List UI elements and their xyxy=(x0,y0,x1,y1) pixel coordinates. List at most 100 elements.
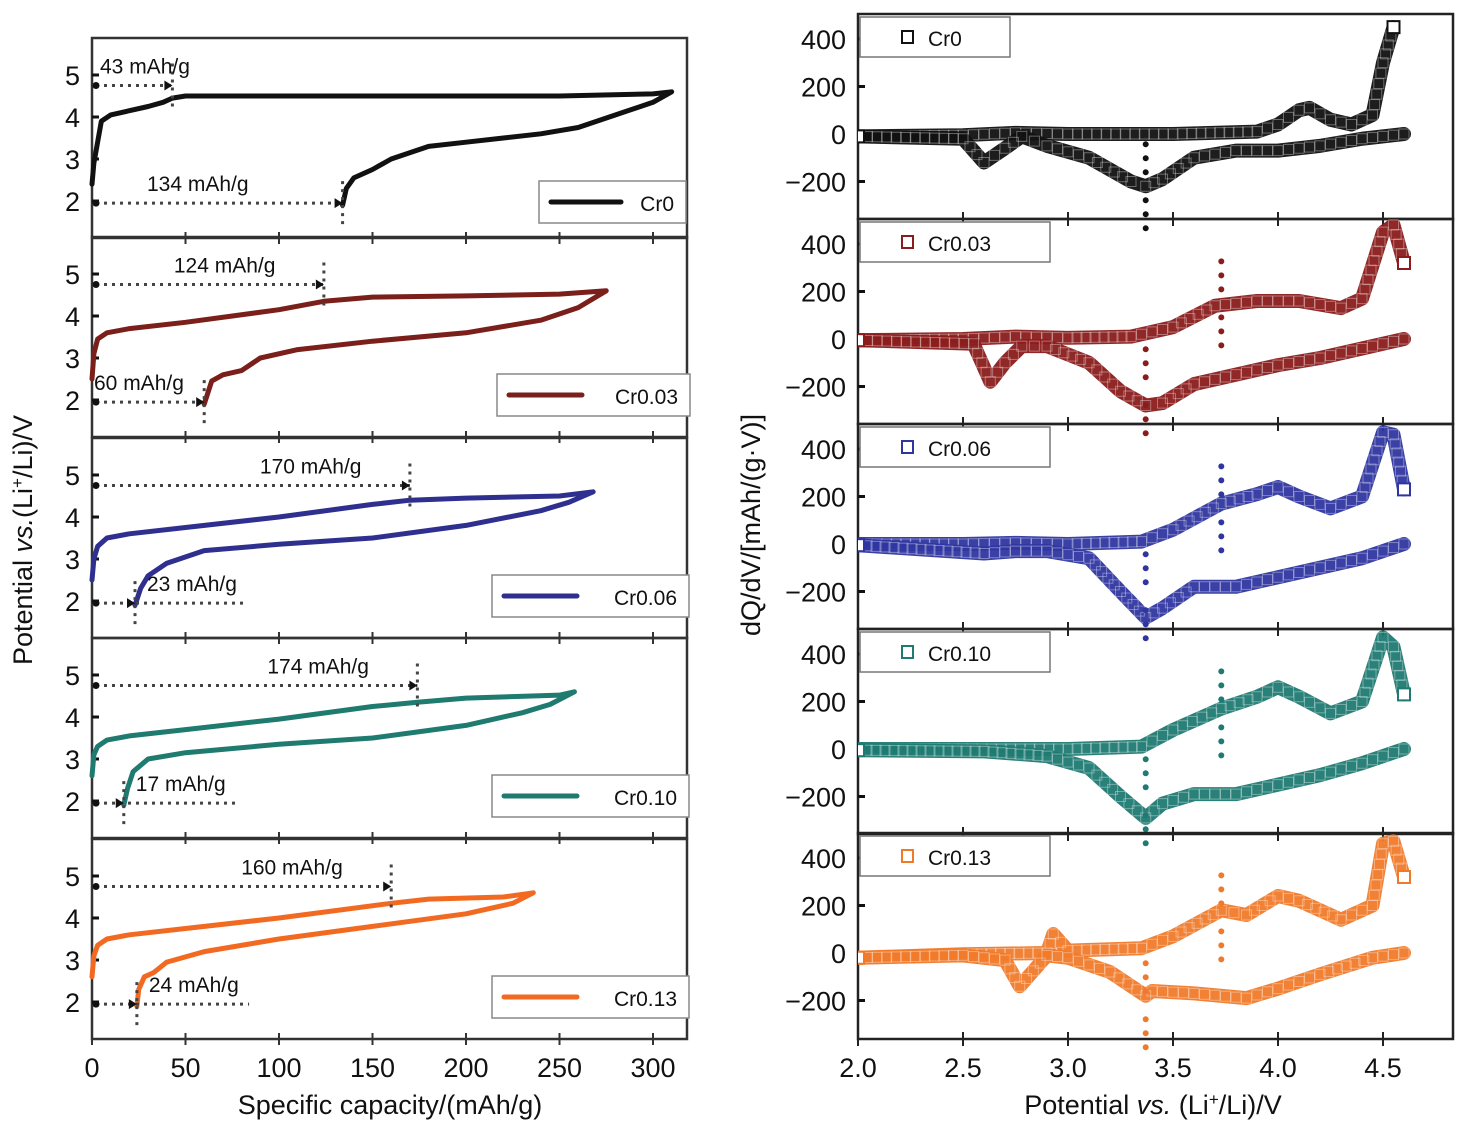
data-point-marker xyxy=(1107,331,1119,343)
data-point-marker xyxy=(1332,963,1343,975)
data-point-marker xyxy=(1388,949,1399,961)
dqdv-panel-cr003: 400 200 0 −200 Cr0.03 xyxy=(785,217,1455,437)
data-point-marker xyxy=(969,745,981,757)
peak-marker-dot xyxy=(1142,141,1149,148)
data-point-marker xyxy=(1304,494,1315,506)
y-tick-label: 2 xyxy=(65,386,80,416)
peak-marker-dot xyxy=(1218,286,1225,293)
data-point-marker xyxy=(1167,524,1179,536)
data-point-marker xyxy=(1052,128,1063,140)
data-point-marker xyxy=(1121,592,1133,604)
data-point-marker xyxy=(1157,798,1168,810)
y-tick-label: −200 xyxy=(785,783,846,813)
data-point-marker xyxy=(1062,332,1074,344)
data-point-marker xyxy=(1392,660,1404,672)
data-point-marker xyxy=(1393,238,1405,250)
data-point-marker xyxy=(1251,691,1263,703)
data-point-marker xyxy=(1262,145,1273,157)
annotation-label: 60 mAh/g xyxy=(94,372,184,395)
data-point-marker xyxy=(1016,130,1028,142)
legend-label: Cr0.13 xyxy=(928,847,991,870)
peak-marker-dot xyxy=(1218,314,1225,321)
data-point-marker xyxy=(1220,371,1231,383)
data-point-marker xyxy=(1373,78,1385,90)
data-point-marker xyxy=(978,128,990,140)
legend-square-marker xyxy=(901,440,914,454)
data-point-marker xyxy=(1241,145,1252,157)
data-point-marker xyxy=(915,543,927,555)
annotation-arrow-head xyxy=(409,680,418,691)
data-point-marker xyxy=(1209,581,1221,593)
data-point-marker xyxy=(1010,545,1021,557)
data-point-marker xyxy=(1283,357,1294,369)
annotation-arrow-head xyxy=(127,598,136,609)
data-point-marker xyxy=(1388,747,1399,759)
data-point-marker xyxy=(951,546,963,558)
data-point-marker xyxy=(1075,353,1087,365)
data-point-marker xyxy=(1301,899,1313,911)
data-point-marker xyxy=(1220,299,1231,311)
data-point-marker xyxy=(1180,383,1192,395)
data-point-marker xyxy=(1283,776,1294,788)
peak-marker-dot xyxy=(1142,430,1149,437)
data-point-marker xyxy=(1062,128,1074,140)
data-point-marker xyxy=(1388,129,1399,141)
data-point-marker xyxy=(933,745,945,757)
data-point-marker xyxy=(942,545,954,557)
data-point-marker xyxy=(1115,791,1126,802)
peak-marker-dot xyxy=(1218,942,1225,949)
data-point-marker xyxy=(1140,180,1152,192)
data-point-marker xyxy=(1041,545,1053,557)
data-point-marker xyxy=(1395,465,1406,477)
data-point-marker xyxy=(1374,858,1385,870)
data-point-marker xyxy=(1233,697,1245,709)
data-point-marker xyxy=(1091,769,1103,781)
data-point-marker xyxy=(1367,754,1378,766)
data-point-marker xyxy=(1389,438,1401,450)
data-point-marker xyxy=(1041,140,1053,152)
data-point-marker xyxy=(1127,599,1139,611)
data-point-marker xyxy=(1388,335,1399,347)
data-point-marker xyxy=(1325,502,1336,514)
data-point-marker xyxy=(1122,978,1134,990)
data-point-marker xyxy=(1346,494,1357,506)
data-point-marker xyxy=(1359,686,1371,698)
annotation-arrow-tail xyxy=(92,199,100,207)
data-point-marker xyxy=(1138,128,1150,140)
y-tick-label: 4 xyxy=(65,703,80,733)
data-point-marker xyxy=(900,951,912,963)
data-point-marker xyxy=(1113,972,1125,984)
data-point-marker xyxy=(1335,763,1347,775)
data-point-marker xyxy=(1367,109,1378,121)
data-point-marker xyxy=(1377,57,1389,69)
data-point-marker xyxy=(1209,148,1221,160)
data-point-marker xyxy=(1081,128,1093,140)
peak-marker-dot xyxy=(1142,211,1149,218)
data-point-marker xyxy=(1262,574,1273,586)
data-point-marker xyxy=(1108,537,1120,549)
data-point-marker xyxy=(1020,545,1032,557)
data-point-marker xyxy=(1367,340,1378,352)
series-band-discharge xyxy=(858,742,1411,825)
data-point-marker xyxy=(1044,938,1056,949)
data-point-marker xyxy=(891,335,902,347)
data-point-marker xyxy=(900,336,912,348)
data-point-marker xyxy=(1123,798,1135,810)
data-point-marker xyxy=(1372,869,1384,881)
data-point-marker xyxy=(978,332,990,344)
data-point-marker xyxy=(1362,677,1374,689)
y-tick-label: 0 xyxy=(831,120,846,150)
data-point-marker xyxy=(1262,122,1273,134)
data-point-marker xyxy=(1362,472,1374,484)
data-point-marker xyxy=(1233,493,1245,505)
data-point-marker xyxy=(1176,128,1188,140)
data-point-marker xyxy=(1314,299,1326,311)
data-point-marker xyxy=(987,746,999,758)
y-tick-label: 0 xyxy=(831,325,846,355)
data-point-marker xyxy=(1129,128,1141,140)
data-point-marker xyxy=(1272,481,1284,493)
voltage-profile-chart: 2 3 4 5 43 mAh/g 134 mAh/g Cr0 2 3 4 5 124 mAh/g 60 … xyxy=(8,36,691,1120)
peak-marker-dot xyxy=(1218,682,1225,689)
legend-label: Cr0.03 xyxy=(928,233,991,256)
data-point-marker xyxy=(1262,686,1273,698)
